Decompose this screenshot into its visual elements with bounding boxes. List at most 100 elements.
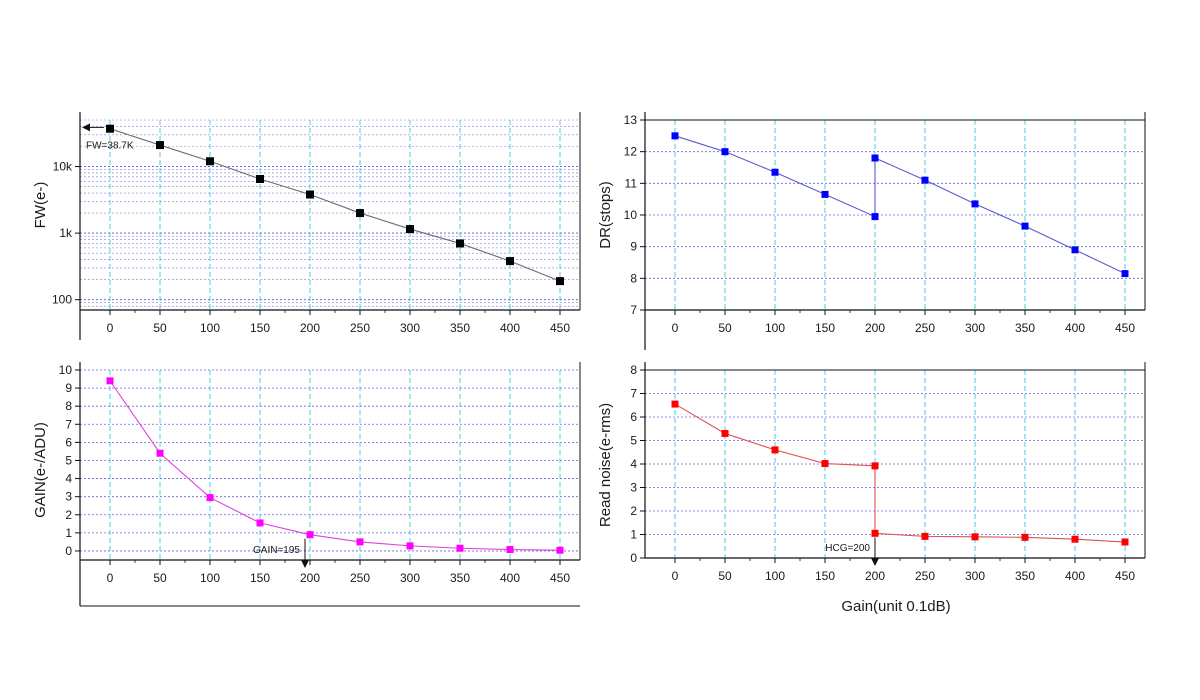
gain-y-tick-label: 1 [65,526,72,540]
dr-panel: DR(stops) 0 50 100 150 200 250 300 350 400 450 7 8 9… [597,112,1146,350]
dr-x-tick-label: 350 [1015,321,1035,335]
gain-x-tick-label: 450 [550,571,570,585]
dr-data-point [1121,270,1129,278]
fw-data-point [256,174,264,183]
fw-data-point [506,257,514,266]
dr-data-point [671,132,679,140]
fw-y-tick-label: 10k [53,160,73,174]
fw-x-tick-label: 200 [300,321,320,335]
rn-axes: 0 50 100 150 200 250 300 350 400 450 0 1 2 3 4 5 6 7 8 [630,362,1146,583]
dr-x-tick-label: 250 [915,321,935,335]
gain-x-tick-label: 400 [500,571,520,585]
gain-x-tick-label: 100 [200,571,220,585]
rn-data-point [1121,538,1129,546]
rn-data-point [821,460,829,468]
fw-x-tick-label: 350 [450,321,470,335]
gain-y-tick-label: 8 [65,399,72,413]
rn-series-line [674,403,1126,543]
x-axis-label: Gain(unit 0.1dB) [841,598,950,615]
fw-gridlines [80,119,580,311]
rn-y-tick-label: 6 [630,410,637,424]
rn-y-tick-label: 0 [630,551,637,565]
rn-gridlines [645,369,1145,558]
dr-series-line [674,135,1126,275]
dr-x-tick-label: 150 [815,321,835,335]
rn-data-point [871,529,879,537]
gain-y-tick-label: 2 [65,508,72,522]
dr-data-point [721,148,729,156]
gain-x-tick-label: 150 [250,571,270,585]
fw-data-point [306,190,314,199]
rn-data-point [1021,533,1029,541]
gain-gridlines [80,369,580,560]
rn-x-tick-label: 100 [765,569,785,583]
gain-data-point [556,546,564,554]
dr-x-tick-label: 450 [1115,321,1135,335]
dr-y-tick-label: 13 [624,113,638,127]
dr-x-tick-label: 300 [965,321,985,335]
rn-data-point [721,429,729,437]
rn-x-tick-label: 350 [1015,569,1035,583]
dr-data-point [771,168,779,176]
rn-ylabel: Read noise(e-rms) [597,403,614,527]
dr-ylabel: DR(stops) [597,181,614,249]
fw-data-point [206,157,214,166]
gain-ylabel: GAIN(e-/ADU) [32,422,49,518]
fw-panel: FW(e-) 0 50 100 150 200 250 300 350 400 450 100 1k 1… [32,112,581,340]
fw-x-tick-label: 450 [550,321,570,335]
gain-data-point [306,531,314,539]
gain-panel: GAIN(e-/ADU) 0 50 100 150 200 250 300 350 400 450… [32,362,581,607]
dr-y-tick-label: 11 [625,176,638,190]
gain-data-point [456,544,464,552]
gain-y-tick-label: 0 [65,544,72,558]
dr-y-tick-label: 7 [630,303,637,317]
dr-y-tick-label: 8 [630,271,637,285]
rn-x-tick-label: 300 [965,569,985,583]
gain-data-point [256,519,264,527]
dr-data-point [1071,246,1079,254]
rn-y-tick-label: 2 [630,504,637,518]
dr-x-tick-label: 100 [765,321,785,335]
fw-data-point [156,141,164,150]
gain-x-tick-label: 50 [153,571,167,585]
dr-x-tick-label: 50 [718,321,732,335]
rn-x-tick-label: 150 [815,569,835,583]
rn-x-tick-label: 400 [1065,569,1085,583]
dr-y-tick-label: 10 [624,208,638,222]
gain-x-tick-label: 200 [300,571,320,585]
fw-data-point [406,225,414,234]
dr-y-tick-label: 12 [624,145,638,159]
gain-y-tick-label: 10 [59,363,73,377]
dr-x-tick-label: 200 [865,321,885,335]
rn-data-point [671,400,679,408]
dr-data-point [821,190,829,198]
gain-data-point [406,542,414,550]
rn-annotation-text: HCG=200 [825,543,870,554]
dr-data-point [921,176,929,184]
rn-x-tick-label: 250 [915,569,935,583]
gain-y-tick-label: 4 [65,472,72,486]
gain-y-tick-label: 3 [65,490,72,504]
dr-x-tick-label: 400 [1065,321,1085,335]
fw-x-tick-label: 150 [250,321,270,335]
dr-axes: 0 50 100 150 200 250 300 350 400 450 7 8 9 10 11 12 13 [624,112,1146,350]
rn-data-point [871,462,879,470]
rn-data-point [921,532,929,540]
gain-y-tick-label: 9 [65,381,72,395]
rn-y-tick-label: 1 [630,528,637,542]
fw-data-point [356,209,364,218]
gain-data-point [506,546,514,554]
gain-data-point [356,538,364,546]
fw-x-tick-label: 100 [200,321,220,335]
rn-y-tick-label: 5 [630,434,637,448]
fw-x-tick-label: 0 [107,321,114,335]
rn-x-tick-label: 50 [718,569,732,583]
gain-x-tick-label: 250 [350,571,370,585]
gain-x-tick-label: 350 [450,571,470,585]
rn-x-tick-label: 200 [865,569,885,583]
gain-data-point [156,449,164,457]
gain-y-tick-label: 7 [65,417,72,431]
fw-x-tick-label: 250 [350,321,370,335]
